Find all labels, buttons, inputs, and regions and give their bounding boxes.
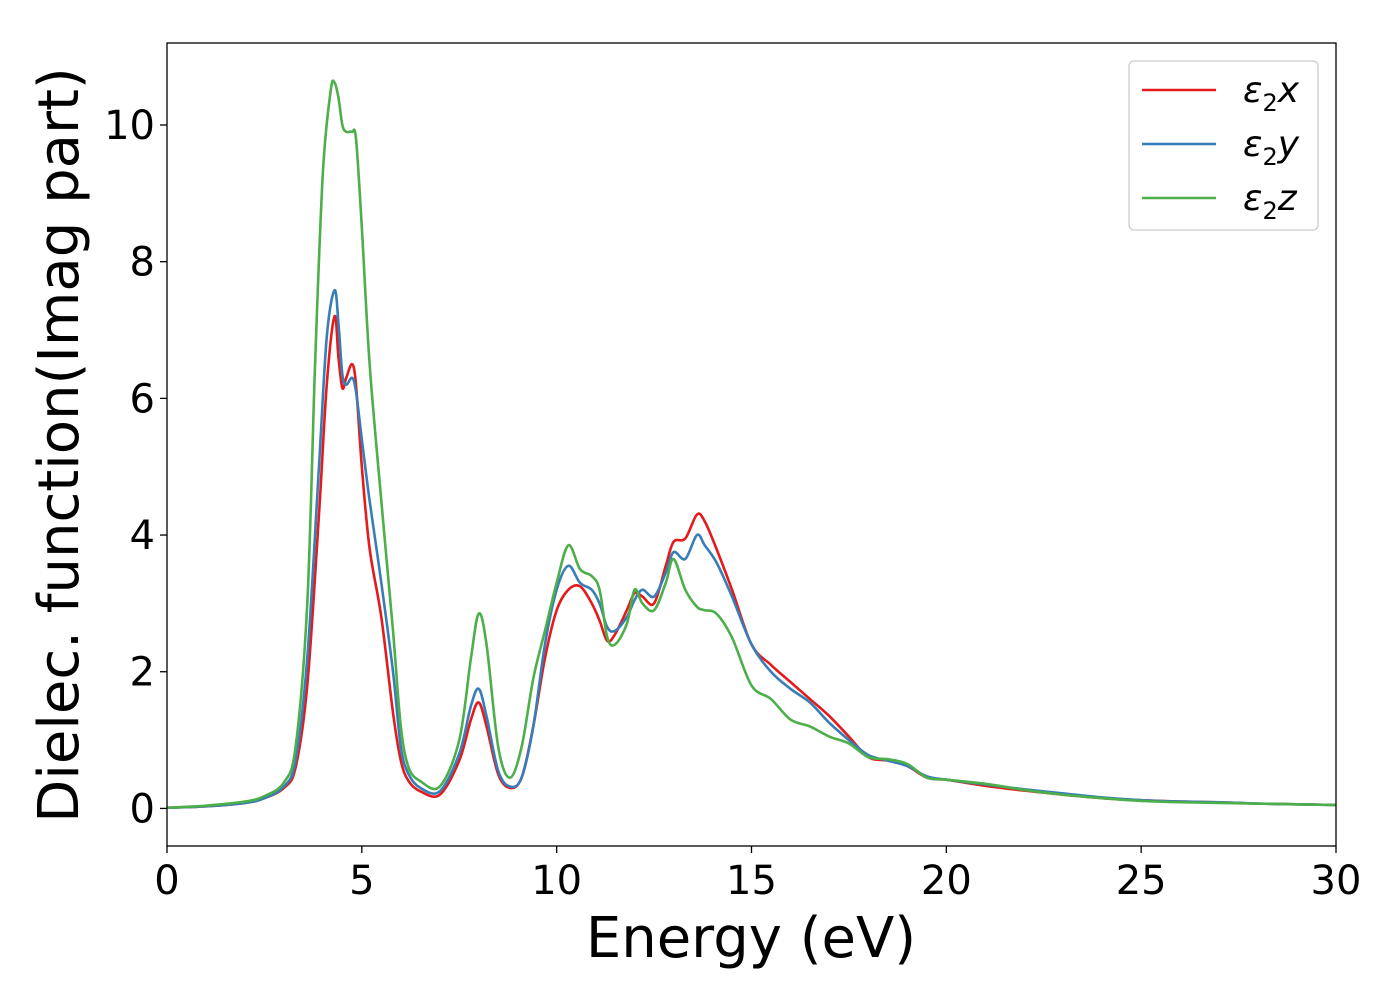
series-line-z — [167, 79, 1336, 810]
y-tick-label: 8 — [130, 240, 155, 286]
y-tick-label: 0 — [130, 786, 155, 832]
legend-label-x: ε2x — [1243, 70, 1300, 117]
x-tick-label: 0 — [154, 858, 179, 904]
y-tick-label: 6 — [130, 376, 155, 422]
x-axis-ticks: 0 5 10 15 20 25 30 — [154, 846, 1361, 904]
series-line-x — [167, 315, 1336, 810]
legend-box — [1128, 60, 1319, 231]
x-tick-label: 25 — [1116, 858, 1167, 904]
series-line-y — [167, 289, 1336, 810]
x-tick-label: 20 — [921, 858, 972, 904]
x-tick-label: 15 — [726, 858, 777, 904]
y-tick-label: 4 — [130, 513, 155, 559]
y-axis-title: Dielec. function(Imag part) — [27, 67, 92, 823]
x-tick-label: 10 — [531, 858, 582, 904]
legend-label-y: ε2y — [1243, 124, 1300, 171]
y-tick-label: 10 — [104, 103, 155, 149]
x-axis-title: Energy (eV) — [586, 906, 916, 971]
legend-label-z: ε2z — [1243, 178, 1298, 225]
x-tick-label: 30 — [1311, 858, 1362, 904]
legend: ε2x ε2y ε2z — [1128, 60, 1319, 231]
y-axis-ticks: 0 2 4 6 8 10 — [104, 103, 167, 832]
y-tick-label: 2 — [130, 650, 155, 696]
series-layer — [167, 79, 1336, 810]
x-tick-label: 5 — [349, 858, 374, 904]
